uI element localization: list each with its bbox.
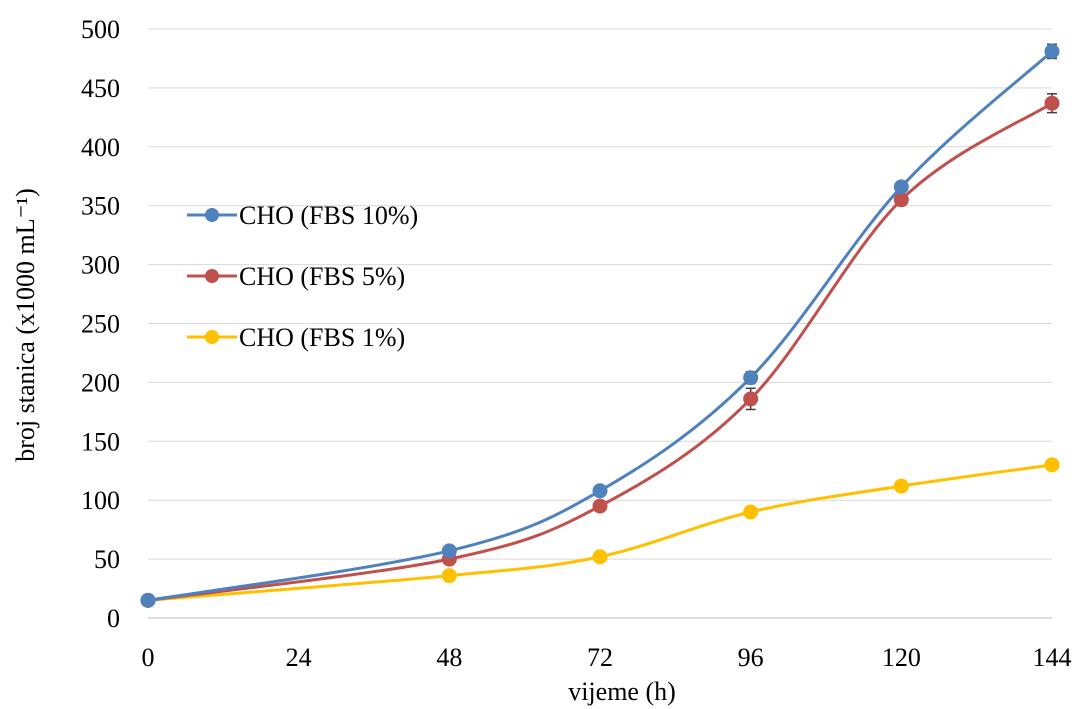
data-point	[743, 391, 759, 407]
legend-marker	[205, 330, 219, 344]
legend-marker	[205, 269, 219, 283]
series-layer	[140, 43, 1060, 608]
data-point	[893, 179, 909, 195]
data-point	[592, 549, 608, 565]
data-point	[743, 370, 759, 386]
y-tick-label: 250	[81, 310, 120, 339]
series-line	[146, 49, 1054, 602]
y-tick-label: 500	[81, 15, 120, 44]
y-tick-label: 100	[81, 486, 120, 515]
x-tick-label: 72	[587, 643, 613, 672]
x-tick-label: 48	[436, 643, 462, 672]
data-point	[592, 498, 608, 514]
data-point	[893, 192, 909, 208]
data-point	[441, 543, 457, 559]
data-point	[893, 478, 909, 494]
data-point	[743, 504, 759, 520]
y-tick-label: 400	[81, 133, 120, 162]
x-tick-label: 144	[1033, 643, 1072, 672]
legend-label: CHO (FBS 1%)	[239, 323, 405, 352]
legend-label: CHO (FBS 5%)	[239, 262, 405, 291]
y-tick-label: 200	[81, 368, 120, 397]
y-tick-label: 0	[107, 604, 120, 633]
data-point	[592, 483, 608, 499]
y-axis-label: broj stanica (x1000 mL⁻¹)	[11, 188, 40, 462]
legend-label: CHO (FBS 10%)	[239, 201, 418, 230]
data-point	[1044, 43, 1060, 59]
y-tick-label: 300	[81, 251, 120, 280]
data-point	[140, 592, 156, 608]
x-tick-label: 120	[882, 643, 921, 672]
series-line	[146, 101, 1054, 602]
x-tick-label: 0	[142, 643, 155, 672]
legend: CHO (FBS 10%) CHO (FBS 5%) CHO (FBS 1%)	[187, 201, 418, 352]
y-tick-label: 150	[81, 427, 120, 456]
y-tick-label: 50	[94, 545, 120, 574]
legend-marker	[205, 208, 219, 222]
y-tick-label: 350	[81, 192, 120, 221]
data-point	[441, 568, 457, 584]
data-point	[1044, 457, 1060, 473]
x-tick-label: 24	[286, 643, 312, 672]
y-axis-ticks: 0 50 100 150 200 250 300 350 400 450 500	[81, 15, 120, 633]
gridlines	[148, 28, 1052, 619]
x-axis-ticks: 0 24 48 72 96 120 144	[142, 643, 1072, 672]
x-axis-label: vijeme (h)	[568, 677, 676, 706]
data-point	[1044, 95, 1060, 111]
y-tick-label: 450	[81, 74, 120, 103]
series-line	[146, 463, 1054, 602]
x-tick-label: 96	[738, 643, 764, 672]
